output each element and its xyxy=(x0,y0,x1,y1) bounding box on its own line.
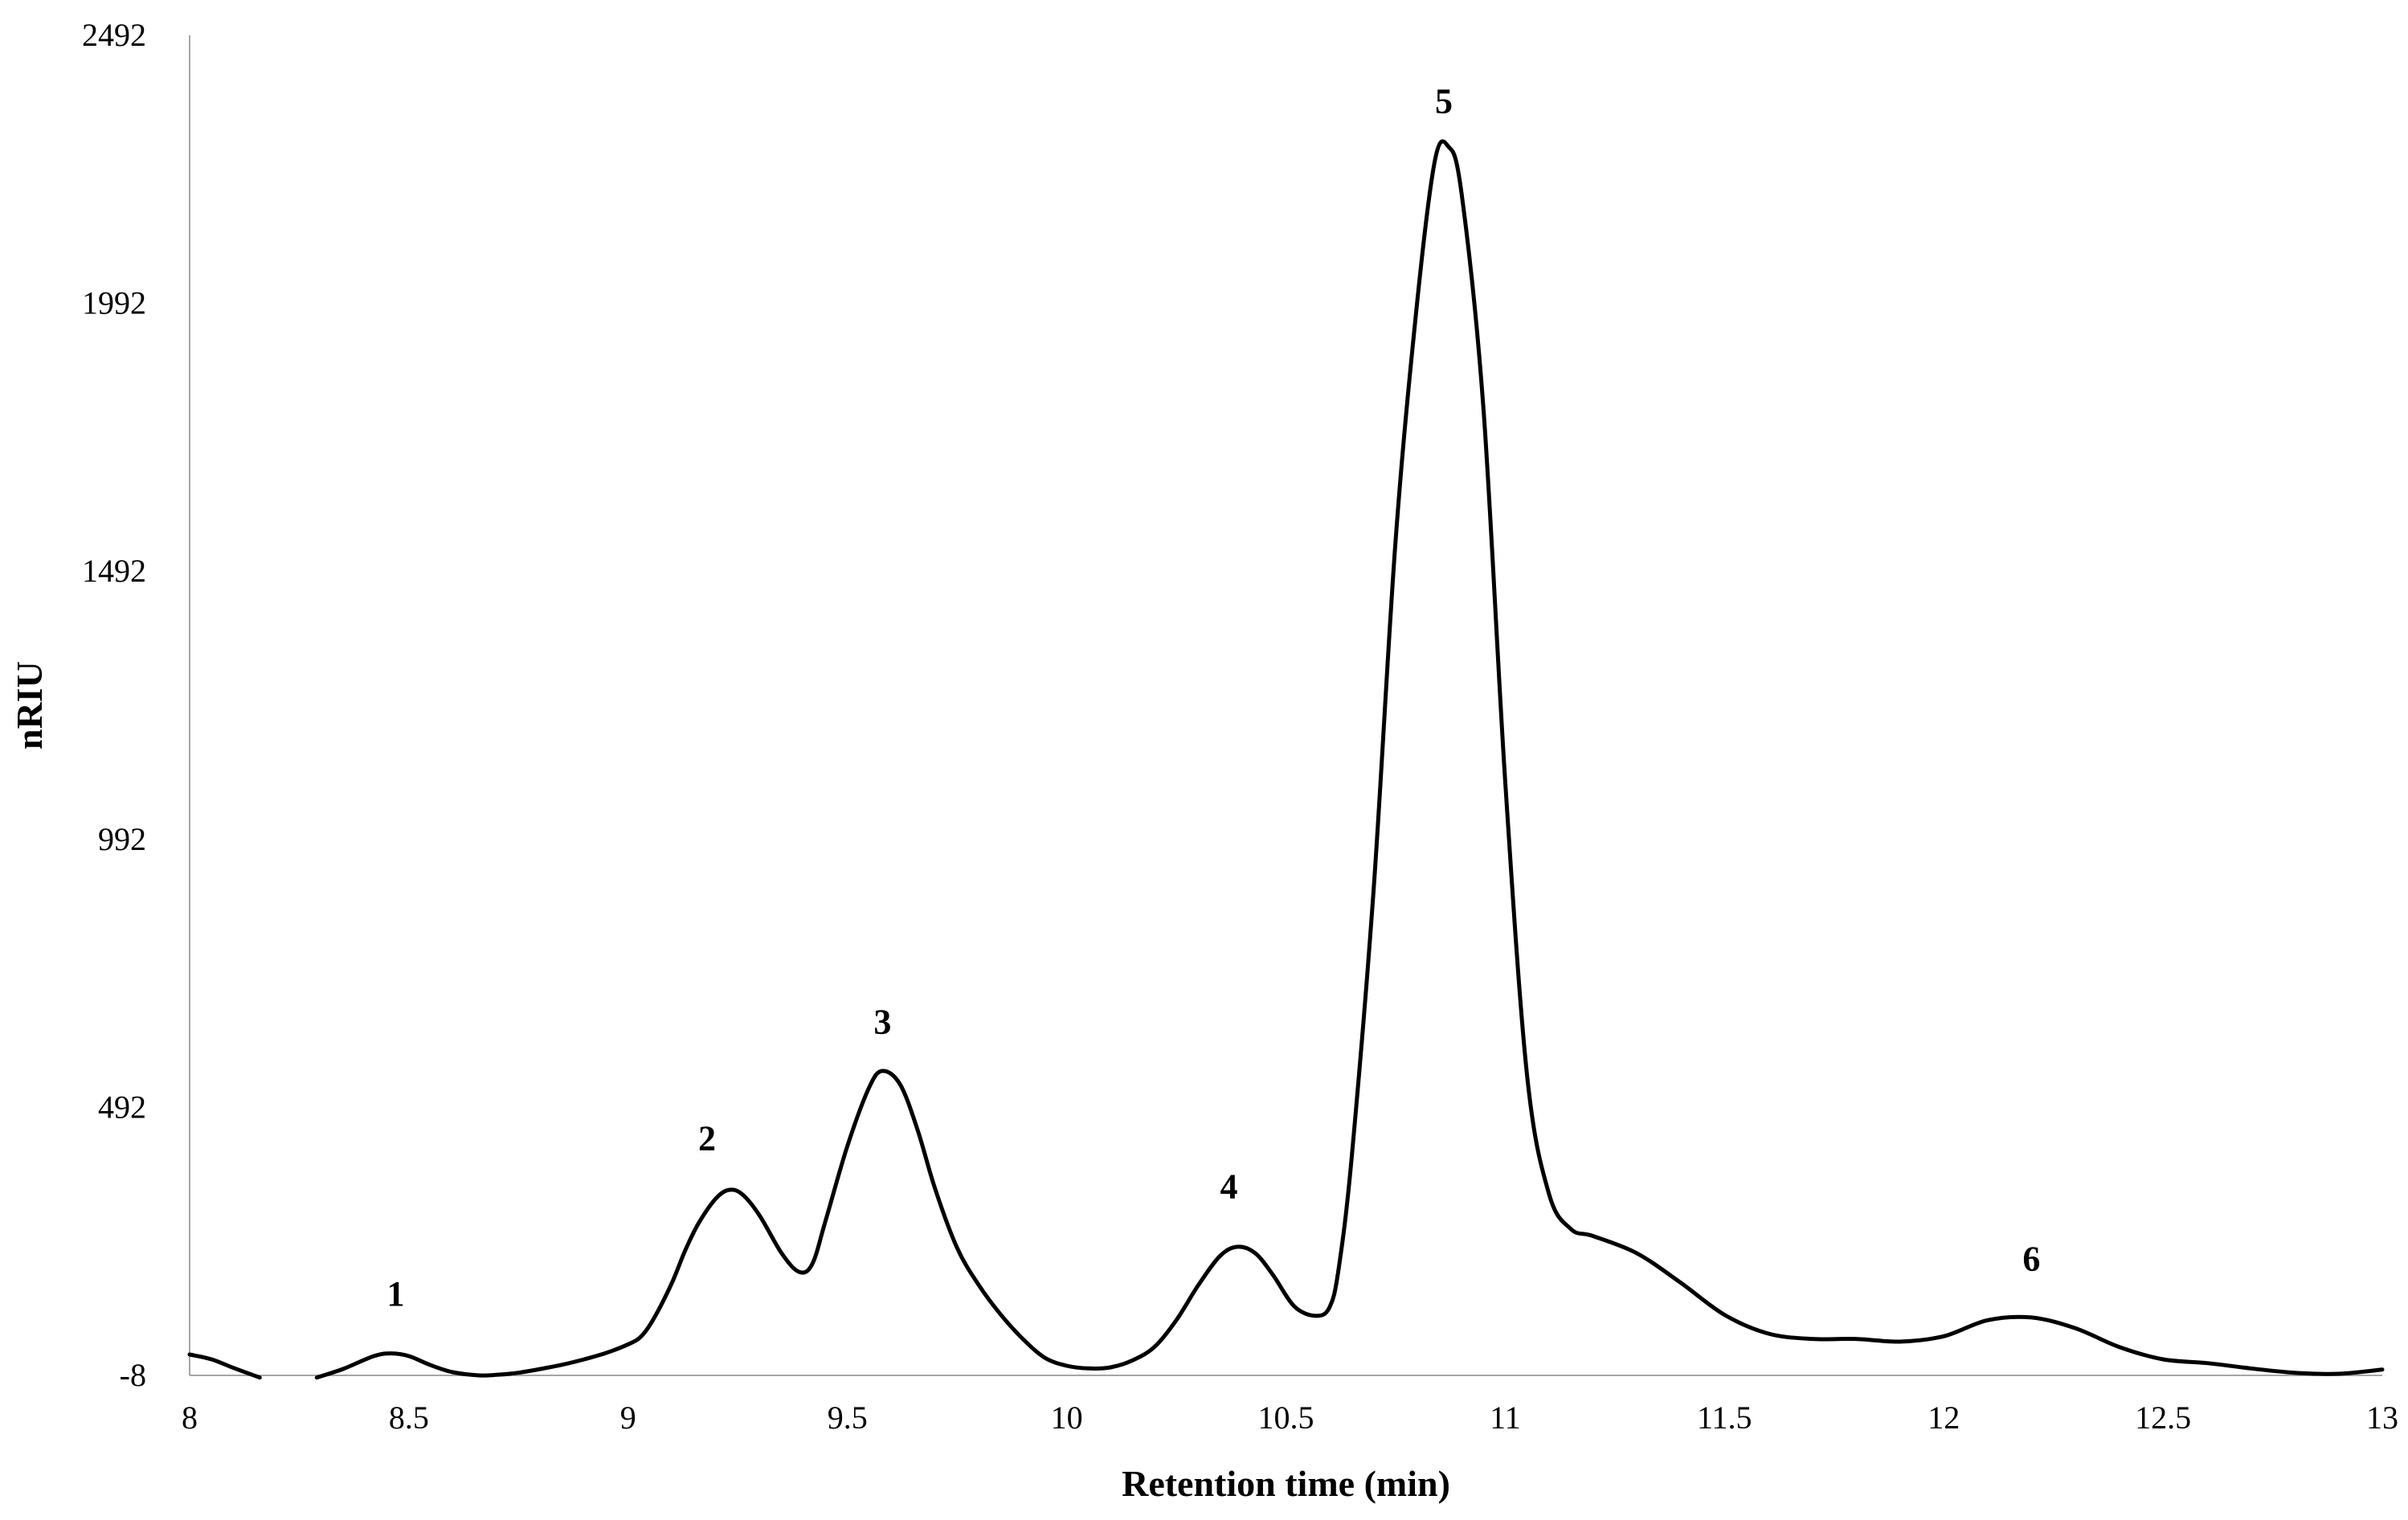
peak-label: 2 xyxy=(698,1118,716,1158)
peak-label: 5 xyxy=(1435,81,1453,121)
x-tick-label: 10 xyxy=(1051,1399,1083,1436)
x-axis-ticks: 8 8.5 9 9.5 10 10.5 11 11.5 12 12.5 13 xyxy=(182,1399,2398,1436)
x-tick-label: 8 xyxy=(182,1399,198,1436)
chromatogram-trace xyxy=(314,139,2385,1380)
peak-label: 6 xyxy=(2022,1240,2040,1279)
peak-annotations: 1 2 3 4 5 6 xyxy=(387,81,2041,1314)
series-group xyxy=(187,139,2385,1380)
y-tick-label: 2492 xyxy=(82,17,146,53)
x-tick-label: 9.5 xyxy=(828,1399,868,1436)
x-axis-title: Retention time (min) xyxy=(1122,1463,1450,1504)
y-tick-label: 992 xyxy=(98,821,146,857)
x-tick-label: 11.5 xyxy=(1697,1399,1752,1436)
y-axis-ticks: -8 492 992 1492 1992 2492 xyxy=(82,17,146,1393)
peak-label: 4 xyxy=(1220,1167,1238,1206)
peak-label: 3 xyxy=(873,1003,891,1042)
chromatogram-trace xyxy=(187,1352,262,1380)
x-tick-label: 13 xyxy=(2366,1399,2398,1436)
y-tick-label: -8 xyxy=(120,1357,146,1393)
y-tick-label: 1492 xyxy=(82,553,146,589)
x-tick-label: 10.5 xyxy=(1258,1399,1314,1436)
x-tick-label: 11 xyxy=(1490,1399,1521,1436)
x-tick-label: 9 xyxy=(620,1399,636,1436)
y-tick-label: 1992 xyxy=(82,285,146,321)
peak-label: 1 xyxy=(387,1274,405,1314)
y-tick-label: 492 xyxy=(98,1089,146,1125)
x-tick-label: 8.5 xyxy=(389,1399,429,1436)
y-axis-title: nRIU xyxy=(9,661,50,750)
x-tick-label: 12.5 xyxy=(2135,1399,2191,1436)
x-tick-label: 12 xyxy=(1928,1399,1960,1436)
